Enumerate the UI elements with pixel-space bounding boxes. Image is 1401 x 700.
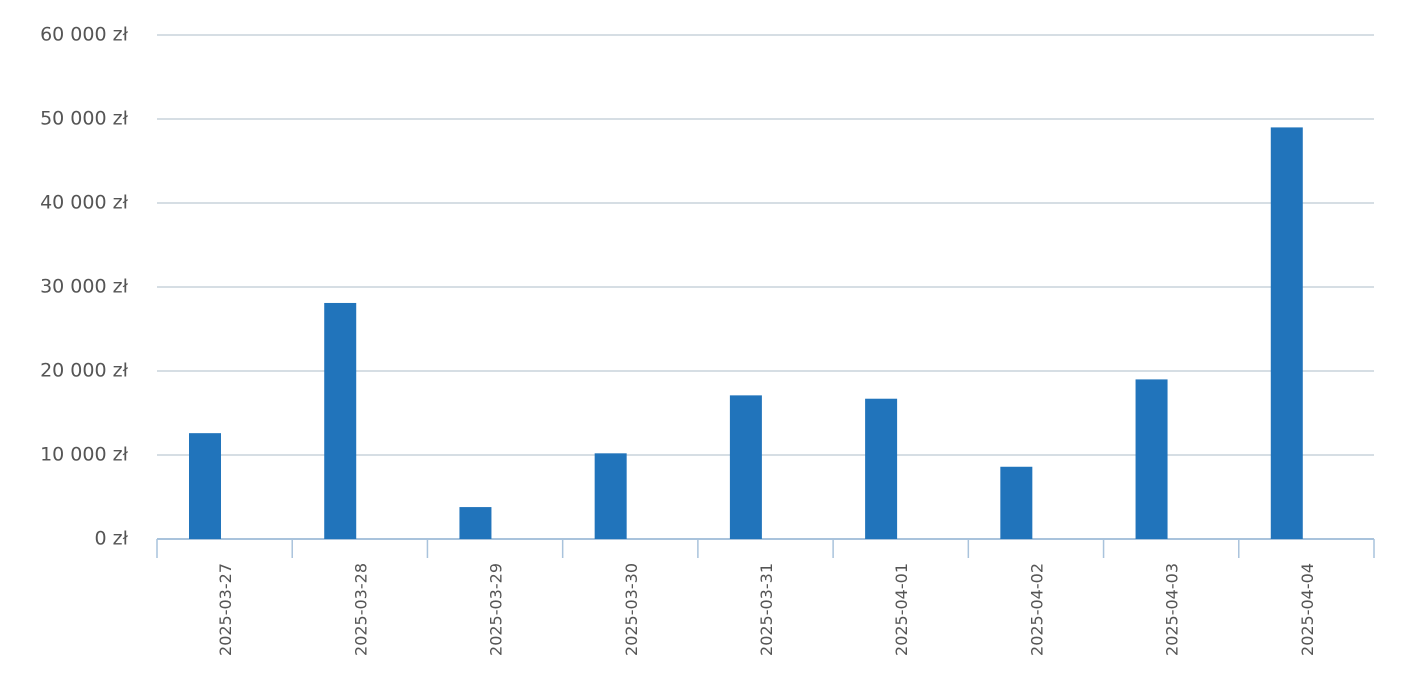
y-tick-label: 60 000 zł xyxy=(40,24,128,46)
y-tick-label: 50 000 zł xyxy=(40,108,128,130)
x-tick-label: 2025-03-30 xyxy=(622,563,641,656)
x-tick-label: 2025-03-29 xyxy=(487,563,506,656)
bar xyxy=(1135,379,1168,539)
bar xyxy=(594,453,627,539)
x-tick-label: 2025-03-27 xyxy=(216,563,235,656)
y-tick-label: 40 000 zł xyxy=(40,192,128,214)
bar xyxy=(729,395,762,539)
bar xyxy=(324,302,357,539)
y-tick-label: 20 000 zł xyxy=(40,360,128,382)
x-tick-label: 2025-04-04 xyxy=(1298,563,1317,656)
y-tick-label: 0 zł xyxy=(94,528,128,550)
bar xyxy=(1000,466,1033,539)
y-tick-label: 10 000 zł xyxy=(40,444,128,466)
bar xyxy=(1270,127,1303,540)
x-tick-label: 2025-04-02 xyxy=(1027,563,1046,656)
bar xyxy=(865,398,898,539)
x-tick-label: 2025-03-28 xyxy=(351,563,370,656)
x-tick-label: 2025-04-01 xyxy=(892,563,911,656)
y-tick-label: 30 000 zł xyxy=(40,276,128,298)
bar xyxy=(189,433,221,539)
bar xyxy=(459,507,492,539)
x-tick-label: 2025-03-31 xyxy=(757,563,776,656)
x-tick-label: 2025-04-03 xyxy=(1163,563,1182,656)
